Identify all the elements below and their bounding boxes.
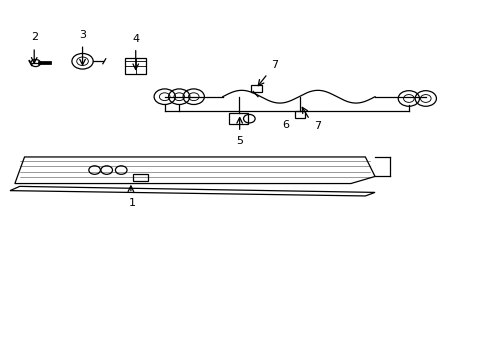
Bar: [133, 174, 147, 181]
Text: 6: 6: [282, 120, 288, 130]
Text: 5: 5: [236, 136, 243, 147]
Bar: [125, 58, 146, 74]
Text: 2: 2: [31, 32, 38, 42]
Text: 4: 4: [132, 33, 139, 44]
Text: 7: 7: [313, 121, 320, 131]
Text: 3: 3: [79, 30, 86, 40]
Text: 7: 7: [271, 60, 278, 70]
Text: 1: 1: [128, 198, 136, 208]
